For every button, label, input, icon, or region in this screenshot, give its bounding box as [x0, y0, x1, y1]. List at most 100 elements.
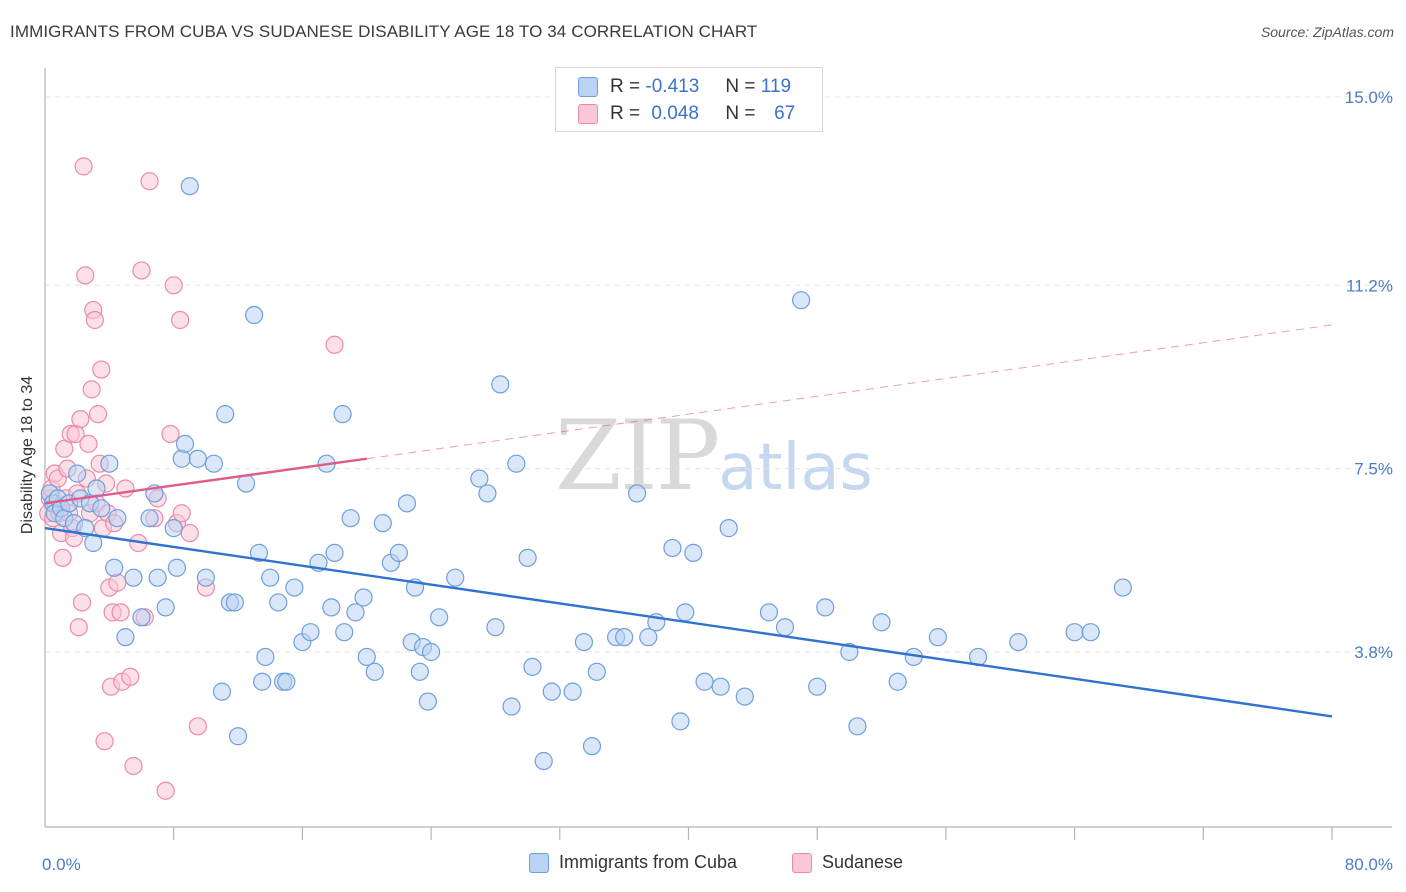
legend-n-label: N = — [725, 76, 756, 97]
sudanese-data-point — [161, 424, 180, 444]
legend-swatch-cuba — [529, 852, 549, 873]
legend-n-value: 119 — [760, 76, 792, 97]
legend-label-sudanese: Sudanese — [822, 852, 904, 872]
cuba-data-point — [285, 578, 304, 597]
cuba-data-point — [175, 434, 195, 453]
y-tick-label: 7.5% — [1354, 460, 1393, 479]
cuba-data-point — [92, 499, 111, 518]
sudanese-data-point — [116, 479, 135, 498]
y-tick-label: 3.8% — [1354, 643, 1393, 662]
cuba-data-point — [108, 509, 127, 528]
sudanese-data-point — [71, 409, 90, 429]
cuba-data-point — [335, 623, 354, 642]
legend-n-label: N = — [725, 103, 756, 124]
sudanese-trend-extension — [366, 324, 1333, 460]
y-tick-label: 15.0% — [1345, 88, 1393, 107]
cuba-data-point — [615, 628, 634, 647]
series-legend: Immigrants from Cuba Sudanese — [0, 852, 1406, 878]
cuba-data-point — [1065, 623, 1084, 642]
cuba-data-point — [671, 712, 690, 731]
legend-r-value: 0.048 — [651, 103, 699, 124]
x-tick-label: 0.0% — [42, 855, 81, 874]
axes — [44, 68, 1392, 840]
sudanese-data-point — [172, 504, 191, 523]
cuba-data-point — [563, 682, 582, 701]
sudanese-points — [39, 157, 344, 800]
cuba-data-point — [228, 727, 248, 746]
cuba-data-point — [124, 568, 143, 587]
sudanese-data-point — [82, 380, 101, 399]
cuba-data-point — [132, 608, 151, 627]
cuba-points — [40, 177, 1132, 771]
cuba-data-point — [587, 662, 606, 681]
cuba-data-point — [346, 603, 365, 622]
cuba-data-point — [507, 454, 526, 473]
cuba-data-point — [397, 494, 417, 513]
cuba-data-point — [872, 613, 891, 632]
cuba-data-point — [140, 509, 159, 528]
source-credit[interactable]: Source: ZipAtlas.com — [1260, 24, 1394, 40]
sudanese-data-point — [140, 172, 159, 191]
sudanese-data-point — [88, 405, 108, 424]
cuba-data-point — [100, 454, 119, 473]
cuba-data-point — [253, 672, 272, 691]
cuba-data-point — [212, 682, 232, 701]
sudanese-data-point — [124, 756, 143, 776]
cuba-data-point — [116, 628, 135, 647]
cuba-data-point — [325, 543, 344, 562]
cuba-data-point — [840, 642, 859, 662]
cuba-data-point — [816, 598, 835, 617]
cuba-data-point — [1113, 578, 1132, 597]
sudanese-data-point — [188, 717, 207, 736]
sudanese-data-point — [164, 276, 183, 295]
legend-r-label: R = — [610, 103, 641, 124]
legend-r-label: R = — [610, 76, 641, 97]
legend-swatch-cuba — [578, 77, 598, 97]
legend-item-cuba[interactable]: Immigrants from Cuba — [529, 852, 737, 873]
legend-item-sudanese[interactable]: Sudanese — [792, 852, 903, 873]
cuba-data-point — [354, 588, 373, 607]
legend-label-cuba: Immigrants from Cuba — [559, 852, 738, 872]
sudanese-data-point — [76, 266, 95, 285]
cuba-data-point — [333, 405, 352, 424]
cuba-data-point — [418, 692, 437, 711]
cuba-data-point — [188, 449, 207, 468]
cuba-data-point — [365, 662, 384, 681]
cuba-data-point — [236, 474, 256, 493]
sudanese-data-point — [180, 523, 199, 543]
cuba-data-point — [518, 548, 537, 567]
cuba-data-point — [341, 509, 360, 528]
cuba-data-point — [695, 672, 714, 691]
sudanese-data-point — [108, 573, 127, 592]
cuba-data-point — [491, 375, 510, 394]
cuba-data-point — [534, 751, 553, 771]
cuba-data-point — [759, 603, 779, 622]
cuba-data-point — [663, 538, 682, 558]
cuba-data-point — [627, 484, 647, 503]
cuba-data-point — [167, 558, 187, 577]
cuba-data-point — [204, 454, 224, 473]
sudanese-data-point — [171, 310, 190, 330]
cuba-data-point — [928, 628, 947, 647]
cuba-data-point — [249, 543, 269, 562]
cuba-data-point — [582, 737, 602, 756]
cuba-data-point — [775, 618, 795, 637]
sudanese-data-point — [92, 360, 111, 379]
legend-row-cuba: R = -0.413 N = 119 — [578, 74, 791, 100]
gridlines — [45, 96, 1392, 653]
cuba-data-point — [373, 514, 392, 533]
correlation-legend: R = -0.413 N = 119 R = 0.048 N = 67 — [555, 67, 823, 132]
cuba-data-point — [888, 672, 907, 691]
sudanese-data-point — [53, 548, 72, 567]
cuba-data-point — [105, 558, 124, 577]
sudanese-data-point — [111, 603, 130, 622]
cuba-data-point — [245, 305, 264, 325]
sudanese-data-point — [79, 434, 98, 453]
cuba-data-point — [735, 687, 754, 706]
legend-swatch-sudanese — [578, 104, 598, 124]
cuba-trend-line — [44, 526, 1333, 718]
cuba-data-point — [216, 405, 235, 424]
sudanese-data-point — [325, 335, 344, 354]
cuba-data-point — [470, 469, 489, 488]
